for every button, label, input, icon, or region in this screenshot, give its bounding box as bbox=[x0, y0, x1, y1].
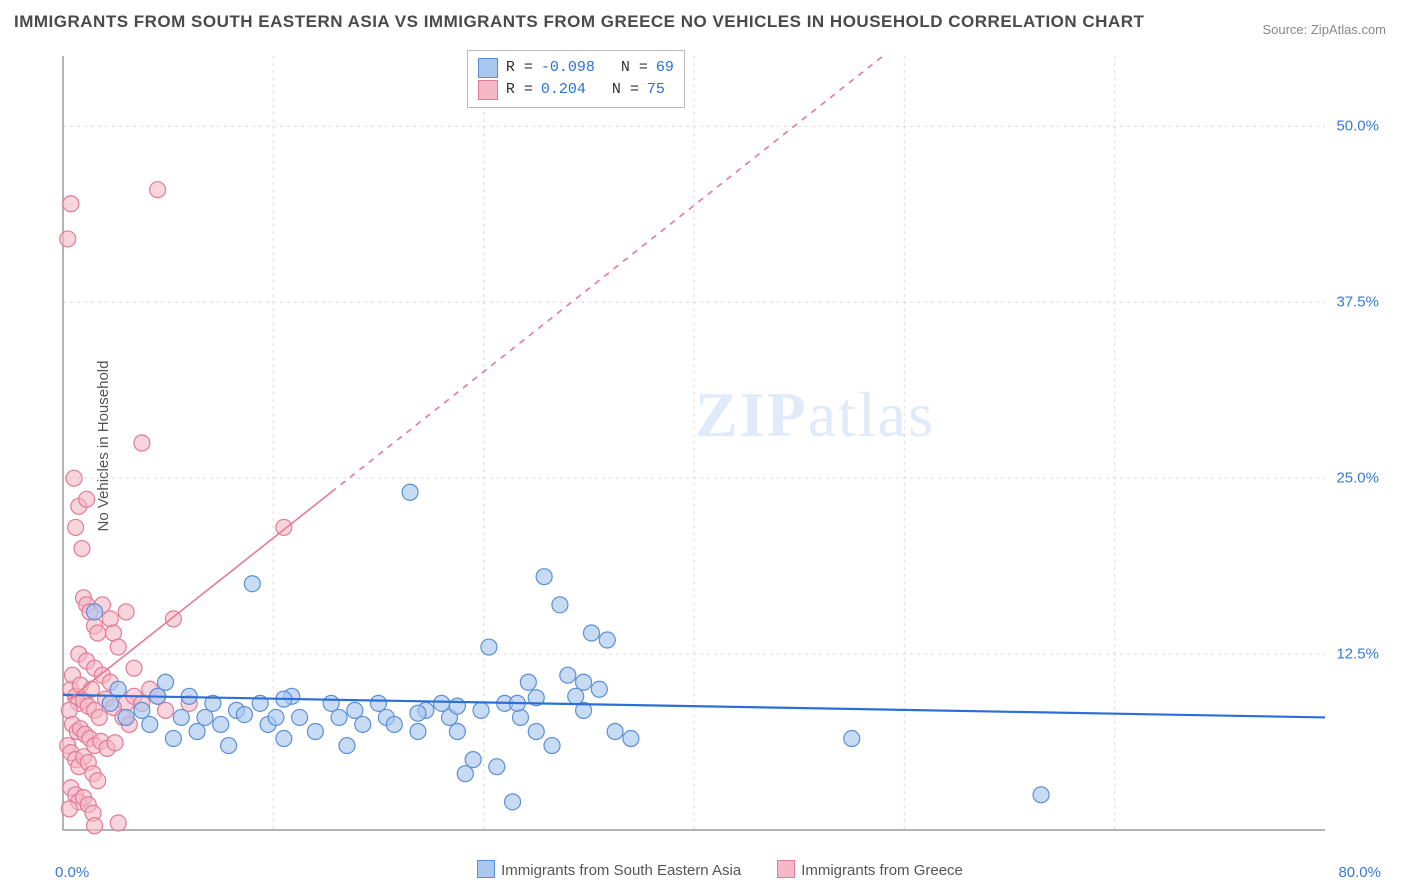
scatter-svg bbox=[55, 48, 1385, 838]
n-value: 75 bbox=[647, 79, 665, 101]
stats-legend: R =-0.098N =69R = 0.204N =75 bbox=[467, 50, 685, 108]
legend-item: Immigrants from South Eastern Asia bbox=[477, 860, 741, 879]
legend-swatch bbox=[777, 860, 795, 878]
r-value: 0.204 bbox=[541, 79, 586, 101]
x-axis-labels: 0.0% Immigrants from South Eastern AsiaI… bbox=[55, 846, 1385, 876]
r-value: -0.098 bbox=[541, 57, 595, 79]
legend-label: Immigrants from Greece bbox=[801, 862, 963, 879]
n-label: N = bbox=[621, 57, 648, 79]
plot-area: ZIPatlas R =-0.098N =69R = 0.204N =75 12… bbox=[55, 48, 1385, 838]
n-value: 69 bbox=[656, 57, 674, 79]
ytick-label: 25.0% bbox=[1336, 470, 1379, 487]
ytick-label: 37.5% bbox=[1336, 294, 1379, 311]
n-label: N = bbox=[612, 79, 639, 101]
ytick-label: 12.5% bbox=[1336, 646, 1379, 663]
r-label: R = bbox=[506, 79, 533, 101]
ytick-label: 50.0% bbox=[1336, 118, 1379, 135]
stats-legend-row: R = -0.098 N = 69 bbox=[478, 57, 674, 79]
legend-swatch bbox=[477, 860, 495, 878]
x-max-label: 80.0% bbox=[1338, 864, 1381, 881]
r-label: R = bbox=[506, 57, 533, 79]
source-attribution: Source: ZipAtlas.com bbox=[1262, 22, 1386, 37]
legend-item: Immigrants from Greece bbox=[777, 860, 963, 879]
stats-legend-row: R = 0.204 N = 75 bbox=[478, 79, 674, 101]
legend-swatch bbox=[478, 80, 498, 100]
chart-title: IMMIGRANTS FROM SOUTH EASTERN ASIA VS IM… bbox=[14, 12, 1144, 32]
legend-swatch bbox=[478, 58, 498, 78]
legend-label: Immigrants from South Eastern Asia bbox=[501, 862, 741, 879]
series-legend: Immigrants from South Eastern Asia Immigr… bbox=[55, 860, 1385, 879]
